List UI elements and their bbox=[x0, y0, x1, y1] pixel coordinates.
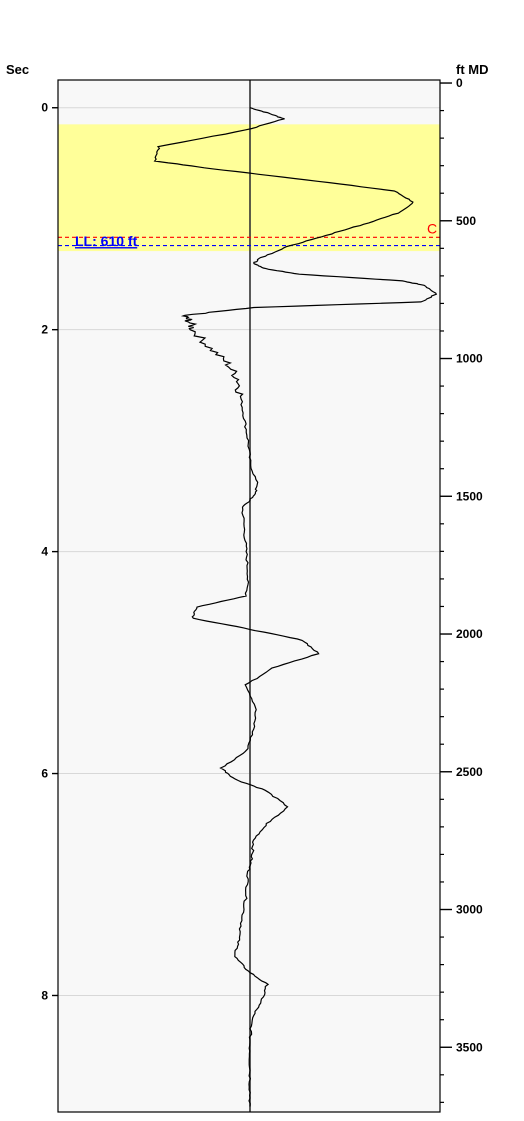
right-tick-label: 3500 bbox=[456, 1040, 483, 1054]
annotation-label: C bbox=[427, 220, 437, 236]
right-tick-label: 0 bbox=[456, 76, 463, 90]
left-tick-label: 6 bbox=[41, 767, 48, 781]
left-axis-ticks: 0 2 4 6 8 bbox=[41, 101, 58, 1002]
log-trace bbox=[153, 107, 438, 1107]
right-tick-label: 1000 bbox=[456, 352, 483, 366]
annotation-label: LL: 610 ft bbox=[75, 233, 138, 249]
left-axis-title: Sec bbox=[6, 62, 29, 77]
annotations: LL: 610 ft C bbox=[75, 220, 437, 249]
depth-markers bbox=[58, 236, 440, 247]
right-axis-title: ft MD bbox=[456, 62, 489, 77]
shaded-region bbox=[58, 124, 440, 252]
left-tick-label: 8 bbox=[41, 988, 48, 1002]
left-tick-label: 2 bbox=[41, 323, 48, 337]
right-axis-ticks: 0 500 1000 1500 2000 2500 3000 3500 bbox=[440, 76, 483, 1103]
gridlines bbox=[58, 107, 440, 996]
right-tick-label: 3000 bbox=[456, 903, 483, 917]
right-tick-label: 500 bbox=[456, 214, 476, 228]
right-tick-label: 2000 bbox=[456, 627, 483, 641]
right-tick-label: 1500 bbox=[456, 489, 483, 503]
left-tick-label: 0 bbox=[41, 101, 48, 115]
plot-background bbox=[58, 80, 440, 1112]
plot-frame bbox=[57, 79, 441, 1113]
right-tick-label: 2500 bbox=[456, 765, 483, 779]
left-tick-label: 4 bbox=[41, 545, 48, 559]
